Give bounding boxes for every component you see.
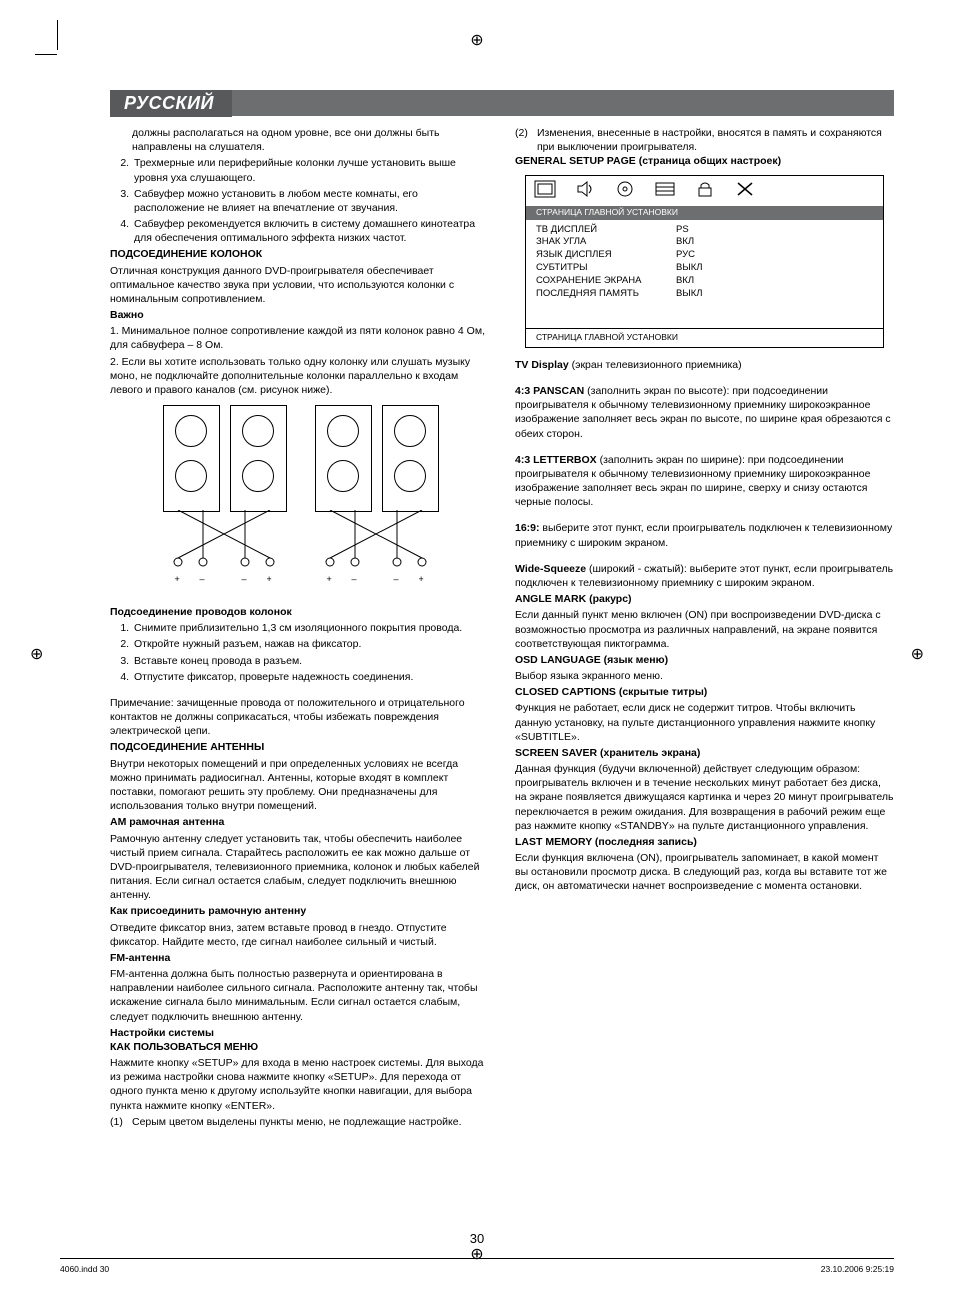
registration-mark-icon: ⊕ [470, 30, 483, 50]
tab-exit-icon [734, 180, 756, 205]
wire-cross-icon [315, 510, 437, 570]
body-text: Выбор языка экранного меню. [515, 669, 894, 683]
registration-mark-icon: ⊕ [30, 644, 43, 664]
section-heading: ПОДСОЕДИНЕНИЕ КОЛОНОК [110, 247, 489, 261]
speaker-wiring-diagram: + – – + + – – + [145, 405, 455, 595]
terminal-label: – [200, 573, 205, 585]
body-text: 4:3 LETTERBOX (заполнить экран по ширине… [515, 453, 894, 510]
menu-tab-icons [526, 176, 883, 207]
body-text: Если функция включена (ON), проигрывател… [515, 851, 894, 894]
section-heading: OSD LANGUAGE (язык меню) [515, 653, 894, 667]
registration-mark-icon: ⊕ [911, 644, 924, 664]
body-text: Данная функция (будучи включенной) дейст… [515, 762, 894, 833]
terminal-label: – [242, 573, 247, 585]
right-column: (2) Изменения, внесенные в настройки, вн… [515, 126, 894, 1129]
wire-cross-icon [163, 510, 285, 570]
section-heading: Настройки системы [110, 1026, 489, 1040]
body-text: 1. Минимальное полное сопротивление кажд… [110, 324, 489, 352]
language-header: РУССКИЙ [110, 90, 232, 117]
body-text: (2) Изменения, внесенные в настройки, вн… [515, 126, 894, 154]
section-heading: КАК ПОЛЬЗОВАТЬСЯ МЕНЮ [110, 1040, 489, 1054]
terminal-label: + [419, 573, 424, 585]
body-text: 4:3 PANSCAN (заполнить экран по высоте):… [515, 384, 894, 441]
menu-subheader: СТРАНИЦА ГЛАВНОЙ УСТАНОВКИ [526, 206, 883, 219]
wire-steps-list: Снимите приблизительно 1,3 см изоляционн… [110, 621, 489, 684]
list-item: Откройте нужный разъем, нажав на фиксато… [132, 637, 489, 651]
menu-row: СУБТИТРЫВЫКЛ [536, 262, 873, 275]
body-text: 2. Если вы хотите использовать только од… [110, 355, 489, 398]
section-heading: FM-антенна [110, 951, 489, 965]
manual-page: ⊕ ⊕ ⊕ ⊕ РУССКИЙ должны располагаться на … [0, 0, 954, 1308]
list-item: Снимите приблизительно 1,3 см изоляционн… [132, 621, 489, 635]
menu-row: ЗНАК УГЛАВКЛ [536, 236, 873, 249]
body-text: FM-антенна должна быть полностью разверн… [110, 967, 489, 1024]
item-text: Изменения, внесенные в настройки, вносят… [537, 126, 894, 154]
section-heading: АМ рамочная антенна [110, 815, 489, 829]
menu-row: ТВ ДИСПЛЕЙPS [536, 224, 873, 237]
tab-audio-icon [574, 180, 596, 205]
section-heading: LAST MEMORY (последняя запись) [515, 835, 894, 849]
body-text: Примечание: зачищенные провода от положи… [110, 696, 489, 739]
list-item: Сабвуфер рекомендуется включить в систем… [132, 217, 489, 245]
item-number: (1) [110, 1115, 132, 1129]
menu-row: СОХРАНЕНИЕ ЭКРАНАВКЛ [536, 275, 873, 288]
crop-mark [57, 20, 58, 50]
section-heading: CLOSED CAPTIONS (скрытые титры) [515, 685, 894, 699]
section-heading: SCREEN SAVER (хранитель экрана) [515, 746, 894, 760]
content-columns: должны располагаться на одном уровне, вс… [110, 126, 894, 1129]
footer-timestamp: 23.10.2006 9:25:19 [821, 1264, 894, 1274]
menu-row: ПОСЛЕДНЯЯ ПАМЯТЬВЫКЛ [536, 288, 873, 301]
body-text: Функция не работает, если диск не содерж… [515, 701, 894, 744]
item-number: (2) [515, 126, 537, 154]
body-text: Нажмите кнопку «SETUP» для входа в меню … [110, 1056, 489, 1113]
terminal-label: – [352, 573, 357, 585]
terminal-label: + [327, 573, 332, 585]
section-heading: ANGLE MARK (ракурс) [515, 592, 894, 606]
body-text: TV Display (экран телевизионного приемни… [515, 358, 894, 372]
list-item: Сабвуфер можно установить в любом месте … [132, 187, 489, 215]
item-text: Серым цветом выделены пункты меню, не по… [132, 1115, 462, 1129]
terminal-label: + [175, 573, 180, 585]
tab-general-icon [534, 180, 556, 205]
tab-preference-icon [654, 180, 676, 205]
section-heading: GENERAL SETUP PAGE (страница общих настр… [515, 154, 894, 168]
body-text: Wide-Squeeze (широкий - сжатый): выберит… [515, 562, 894, 590]
terminal-label: – [394, 573, 399, 585]
list-item: Трехмерные или периферийные колонки лучш… [132, 156, 489, 184]
speaker-placement-list: Трехмерные или периферийные колонки лучш… [110, 156, 489, 245]
menu-row: ЯЗЫК ДИСПЛЕЯРУС [536, 249, 873, 262]
left-column: должны располагаться на одном уровне, вс… [110, 126, 489, 1129]
osd-menu-screenshot: СТРАНИЦА ГЛАВНОЙ УСТАНОВКИ ТВ ДИСПЛЕЙPS … [525, 175, 884, 348]
body-text: 16:9: выберите этот пункт, если проигрыв… [515, 521, 894, 549]
body-text: должны располагаться на одном уровне, вс… [110, 126, 489, 154]
header-bar: РУССКИЙ [110, 90, 894, 116]
body-text: Отличная конструкция данного DVD-проигры… [110, 264, 489, 307]
section-heading: Как присоединить рамочную антенну [110, 904, 489, 918]
list-item: Вставьте конец провода в разъем. [132, 654, 489, 668]
section-heading: ПОДСОЕДИНЕНИЕ АНТЕННЫ [110, 740, 489, 754]
body-text: Рамочную антенну следует установить так,… [110, 832, 489, 903]
menu-footer: СТРАНИЦА ГЛАВНОЙ УСТАНОВКИ [526, 328, 883, 346]
body-text: Внутри некоторых помещений и при определ… [110, 757, 489, 814]
crop-mark [35, 54, 57, 55]
section-heading: Подсоединение проводов колонок [110, 605, 489, 619]
body-text: Отведите фиксатор вниз, затем вставьте п… [110, 921, 489, 949]
terminal-label: + [267, 573, 272, 585]
list-item: Отпустите фиксатор, проверьте надежность… [132, 670, 489, 684]
page-number: 30 [470, 1231, 484, 1246]
tab-password-icon [694, 180, 716, 205]
body-text: (1) Серым цветом выделены пункты меню, н… [110, 1115, 489, 1129]
section-heading: Важно [110, 308, 489, 322]
body-text: Если данный пункт меню включен (ON) при … [515, 608, 894, 651]
menu-rows: ТВ ДИСПЛЕЙPS ЗНАК УГЛАВКЛ ЯЗЫК ДИСПЛЕЯРУ… [526, 220, 883, 329]
registration-mark-icon: ⊕ [470, 1244, 483, 1264]
tab-video-icon [614, 180, 636, 205]
footer-divider [60, 1258, 894, 1259]
footer-file-info: 4060.indd 30 [60, 1264, 109, 1274]
